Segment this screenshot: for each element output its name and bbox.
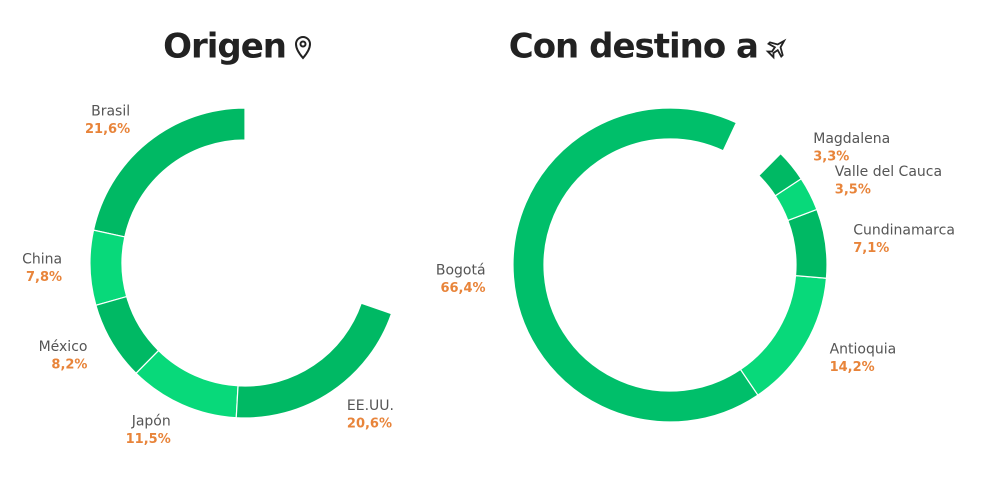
segment-label: Japón [131, 413, 171, 429]
chart-title: Origen [163, 27, 286, 67]
segment-label: Magdalena [813, 131, 890, 147]
value-label: 3,5% [835, 182, 871, 197]
donut-segment [757, 152, 803, 197]
value-label: 7,8% [26, 270, 62, 285]
segment-label: Antioquia [830, 342, 897, 358]
segment-label: Valle del Cauca [835, 164, 942, 180]
value-label: 11,5% [126, 432, 171, 447]
donut-segment [512, 107, 759, 423]
chart-title: Con destino a [509, 27, 758, 67]
value-label: 7,1% [853, 241, 889, 256]
pin-icon [294, 36, 312, 60]
value-label: 14,2% [830, 360, 875, 375]
segment-label: EE.UU. [347, 398, 394, 414]
donut-segment [135, 349, 239, 419]
segment-label: México [39, 339, 88, 355]
value-label: 20,6% [347, 416, 392, 431]
segment-label: Cundinamarca [853, 222, 955, 238]
plane-icon [765, 38, 787, 60]
donut-segment [89, 229, 128, 307]
segment-label: China [22, 252, 62, 268]
value-label: 66,4% [440, 281, 485, 296]
segment-label: Brasil [91, 104, 130, 120]
value-label: 3,3% [813, 149, 849, 164]
donut-segment [739, 274, 828, 396]
value-label: 21,6% [85, 122, 130, 137]
donut-segment [235, 302, 393, 419]
value-label: 8,2% [51, 358, 87, 373]
donut-segment [787, 208, 828, 279]
segment-label: Bogotá [436, 263, 486, 279]
